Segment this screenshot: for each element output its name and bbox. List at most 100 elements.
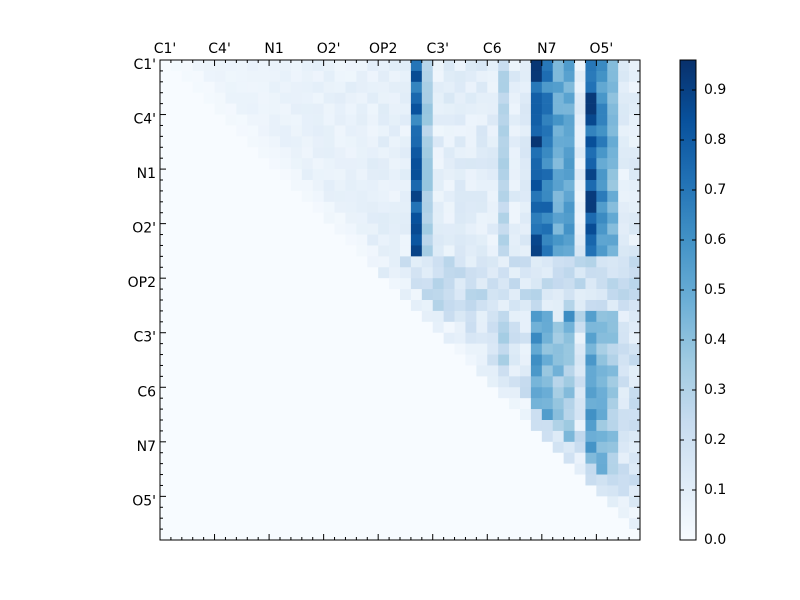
heatmap-cell — [247, 463, 259, 475]
heatmap-cell — [476, 114, 488, 126]
heatmap-cell — [214, 398, 226, 410]
heatmap-cell — [192, 158, 204, 170]
heatmap-cell — [552, 518, 564, 530]
heatmap-cell — [410, 136, 423, 148]
heatmap-cell — [269, 70, 281, 83]
heatmap-cell — [552, 256, 564, 268]
heatmap-cell — [563, 474, 575, 486]
heatmap-cell — [258, 289, 270, 301]
heatmap-cell — [258, 180, 270, 192]
heatmap-cell — [290, 103, 303, 115]
heatmap-cell — [629, 430, 641, 443]
heatmap-cell — [280, 169, 292, 181]
heatmap-cell — [334, 103, 346, 115]
heatmap-cell — [247, 529, 259, 541]
heatmap-cell — [280, 343, 292, 355]
heatmap-cell — [301, 278, 314, 290]
heatmap-cell — [465, 60, 477, 72]
heatmap-cell — [410, 147, 423, 159]
heatmap-cell — [356, 332, 368, 344]
heatmap-cell — [160, 201, 172, 214]
heatmap-cell — [552, 103, 564, 115]
heatmap-cell — [170, 321, 183, 334]
heatmap-cell — [181, 300, 194, 312]
heatmap-cell — [247, 518, 259, 530]
heatmap-cell — [585, 70, 597, 83]
heatmap-cell — [629, 92, 641, 104]
heatmap-cell — [607, 496, 619, 508]
heatmap-cell — [432, 441, 444, 454]
heatmap-cell — [607, 354, 619, 366]
heatmap-cell — [454, 201, 466, 214]
heatmap-cell — [552, 441, 564, 454]
heatmap-cell — [618, 169, 630, 181]
heatmap-cell — [400, 114, 412, 126]
heatmap-cell — [520, 430, 532, 443]
heatmap-cell — [367, 354, 379, 366]
heatmap-cell — [312, 125, 324, 137]
heatmap-cell — [290, 289, 303, 301]
heatmap-cell — [280, 136, 292, 148]
heatmap-cell — [607, 463, 619, 475]
heatmap-cell — [367, 474, 379, 486]
heatmap-cell — [509, 354, 521, 366]
heatmap-cell — [356, 92, 368, 104]
heatmap-cell — [181, 518, 194, 530]
heatmap-cell — [629, 474, 641, 486]
heatmap-cell — [574, 529, 586, 541]
heatmap-cell — [367, 245, 379, 257]
heatmap-cell — [160, 180, 172, 192]
heatmap-cell — [356, 278, 368, 290]
heatmap-cell — [367, 529, 379, 541]
heatmap-cell — [170, 300, 183, 312]
heatmap-cell — [280, 245, 292, 257]
heatmap-cell — [454, 147, 466, 159]
heatmap-cell — [400, 136, 412, 148]
heatmap-cell — [247, 376, 259, 388]
heatmap-cell — [530, 201, 543, 214]
heatmap-cell — [378, 409, 390, 421]
heatmap-cell — [509, 234, 521, 246]
heatmap-cell — [596, 201, 608, 214]
heatmap-cell — [443, 485, 455, 497]
heatmap-cell — [541, 398, 554, 410]
heatmap-cell — [334, 201, 346, 214]
heatmap-cell — [236, 70, 248, 83]
heatmap-cell — [530, 212, 543, 224]
heatmap-cell — [214, 300, 226, 312]
heatmap-cell — [356, 223, 368, 235]
heatmap-cell — [530, 321, 543, 334]
colorbar-label: 0.4 — [704, 332, 726, 348]
heatmap-cell — [356, 485, 368, 497]
heatmap-cell — [225, 103, 237, 115]
heatmap-cell — [400, 289, 412, 301]
heatmap-cell — [301, 125, 314, 137]
heatmap-cell — [509, 529, 521, 541]
heatmap-cell — [432, 190, 444, 203]
heatmap-cell — [563, 420, 575, 432]
heatmap-cell — [345, 420, 357, 432]
heatmap-cell — [585, 278, 597, 290]
heatmap-cell — [629, 518, 641, 530]
heatmap-cell — [487, 507, 499, 519]
heatmap-cell — [443, 518, 455, 530]
heatmap-cell — [596, 430, 608, 443]
heatmap-cell — [541, 81, 554, 94]
heatmap-cell — [563, 376, 575, 388]
heatmap-cell — [367, 190, 379, 203]
heatmap-cell — [301, 518, 314, 530]
heatmap-cell — [236, 256, 248, 268]
heatmap-cell — [509, 441, 521, 454]
heatmap-cell — [541, 343, 554, 355]
heatmap-cell — [181, 452, 194, 464]
heatmap-cell — [454, 278, 466, 290]
heatmap-cell — [203, 463, 215, 475]
heatmap-cell — [160, 365, 172, 377]
heatmap-cell — [389, 376, 401, 388]
heatmap-cell — [629, 289, 641, 301]
heatmap-cell — [214, 256, 226, 268]
heatmap-cell — [563, 321, 575, 334]
heatmap-cell — [247, 223, 259, 235]
heatmap-cell — [356, 430, 368, 443]
heatmap-cell — [269, 136, 281, 148]
